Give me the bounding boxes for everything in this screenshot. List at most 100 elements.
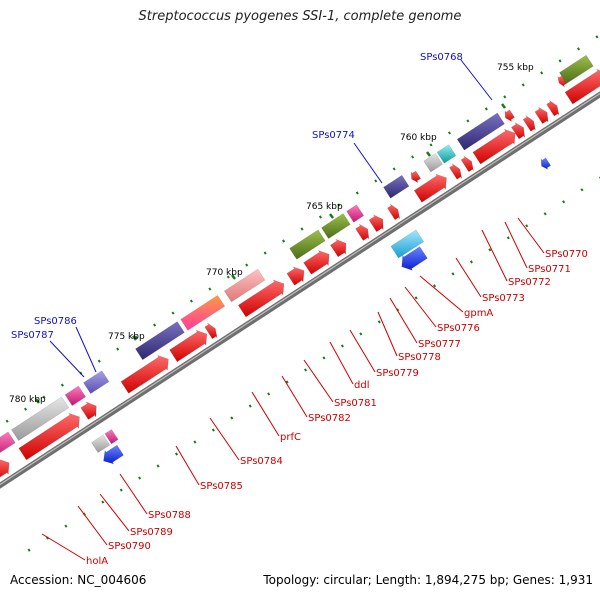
leader-line bbox=[504, 221, 528, 269]
gene-label-forward: SPs0788 bbox=[148, 510, 191, 521]
cog-category-box bbox=[223, 268, 266, 303]
map-title: Streptococcus pyogenes SSI-1, complete g… bbox=[138, 9, 462, 24]
cog-category-box bbox=[383, 174, 410, 199]
scale-tick bbox=[484, 107, 488, 111]
scale-tick bbox=[174, 452, 179, 456]
gene-label-forward: SPs0779 bbox=[376, 368, 419, 379]
gene-label-forward: SPs0777 bbox=[418, 339, 461, 350]
gene-label-forward: SPs0773 bbox=[482, 293, 525, 304]
gene-label-reverse: SPs0768 bbox=[420, 52, 463, 63]
leader-line bbox=[75, 326, 97, 373]
gene-label-forward: SPs0771 bbox=[528, 264, 571, 275]
leader-line bbox=[281, 375, 308, 418]
genome-backbone bbox=[0, 91, 600, 489]
reverse-gene-marker bbox=[504, 109, 515, 123]
forward-gene-arrow bbox=[169, 329, 208, 363]
leader-line bbox=[251, 391, 280, 437]
scale-major-tick bbox=[231, 274, 236, 280]
reverse-gene-arrow bbox=[540, 157, 552, 170]
scale-tick bbox=[488, 248, 492, 252]
forward-gene-arrow bbox=[286, 266, 305, 286]
gene-label-forward: SPs0790 bbox=[108, 541, 151, 552]
scale-tick bbox=[193, 440, 197, 444]
cog-category-box bbox=[11, 396, 70, 442]
scale-tick bbox=[506, 236, 510, 240]
cog-category-box bbox=[0, 431, 16, 453]
kbp-label: 755 kbp bbox=[497, 63, 534, 73]
forward-gene-arrow bbox=[18, 412, 80, 461]
gene-label-forward: SPs0785 bbox=[200, 481, 243, 492]
scale-major-tick bbox=[426, 151, 431, 157]
leader-line bbox=[377, 311, 398, 357]
forward-gene-arrow bbox=[564, 68, 600, 105]
cog-category-box bbox=[289, 229, 326, 260]
cog-category-box bbox=[558, 54, 594, 84]
forward-gene-arrow bbox=[386, 203, 401, 221]
scale-tick bbox=[576, 47, 581, 51]
forward-gene-arrow bbox=[368, 213, 384, 233]
scale-tick bbox=[116, 347, 120, 351]
label-leader-lines bbox=[41, 59, 545, 561]
scale-major-tick bbox=[35, 398, 40, 404]
gene-label-forward: SPs0789 bbox=[130, 527, 173, 538]
reverse-gene-box bbox=[104, 429, 119, 445]
gene-label-forward: SPs0778 bbox=[398, 352, 441, 363]
forward-gene-arrow bbox=[534, 106, 549, 125]
gene-label-forward: SPs0772 bbox=[508, 277, 551, 288]
gene-label-forward: SPs0781 bbox=[334, 398, 377, 409]
forward-gene-arrow bbox=[522, 115, 536, 132]
leader-line bbox=[404, 286, 437, 328]
scale-tick bbox=[189, 299, 193, 303]
scale-tick bbox=[171, 311, 175, 315]
scale-tick bbox=[433, 284, 437, 288]
scale-tick bbox=[377, 320, 381, 324]
scale-tick bbox=[540, 71, 544, 75]
leader-line bbox=[303, 359, 334, 403]
kbp-label: 775 kbp bbox=[108, 332, 145, 342]
scale-tick bbox=[211, 428, 215, 432]
leader-line bbox=[175, 445, 200, 486]
kbp-label: 760 kbp bbox=[400, 133, 437, 143]
forward-gene-arrow bbox=[303, 249, 330, 275]
accession-text: Accession: NC_004606 bbox=[10, 573, 147, 587]
scale-major-tick bbox=[501, 103, 506, 109]
scale-tick bbox=[414, 296, 418, 300]
reverse-gene-box bbox=[91, 434, 111, 454]
forward-gene-arrow bbox=[546, 99, 560, 117]
scale-tick bbox=[429, 143, 433, 147]
scale-tick bbox=[208, 287, 212, 291]
leader-line bbox=[481, 229, 508, 282]
gene-label-reverse: SPs0787 bbox=[11, 330, 54, 341]
scale-tick bbox=[245, 263, 249, 267]
gene-label-forward: prfC bbox=[280, 432, 301, 443]
forward-gene-arrow bbox=[472, 128, 516, 165]
cog-category-box bbox=[436, 144, 457, 164]
cog-category-box bbox=[346, 204, 365, 223]
reverse-gene-marker bbox=[557, 75, 567, 88]
scale-tick bbox=[359, 332, 363, 336]
gene-label-forward: SPs0782 bbox=[308, 413, 351, 424]
reverse-gene-marker bbox=[410, 170, 422, 183]
gene-label-reverse: SPs0774 bbox=[312, 130, 355, 141]
leader-line bbox=[49, 340, 85, 378]
scale-tick bbox=[447, 131, 452, 135]
forward-gene-arrow bbox=[80, 401, 97, 420]
scale-tick bbox=[300, 227, 304, 231]
scale-tick bbox=[451, 272, 455, 276]
reverse-gene-box bbox=[390, 229, 425, 259]
forward-gene-arrow bbox=[460, 155, 474, 173]
scale-major-tick bbox=[329, 213, 334, 219]
leader-line bbox=[460, 59, 493, 101]
scale-tick bbox=[263, 251, 267, 255]
scale-tick bbox=[318, 215, 322, 219]
scale-tick bbox=[138, 476, 142, 480]
cog-category-box bbox=[423, 152, 443, 173]
leader-line bbox=[99, 493, 130, 532]
scale-tick bbox=[101, 500, 105, 504]
leader-line bbox=[119, 473, 148, 515]
topology-text: Topology: circular; Length: 1,894,275 bp… bbox=[263, 573, 593, 587]
gene-label-forward: holA bbox=[86, 556, 108, 567]
gene-labels: 755 kbp 760 kbp 765 kbp 770 kbp 775 kbp 780 k… bbox=[9, 52, 588, 567]
scale-tick bbox=[97, 359, 101, 363]
